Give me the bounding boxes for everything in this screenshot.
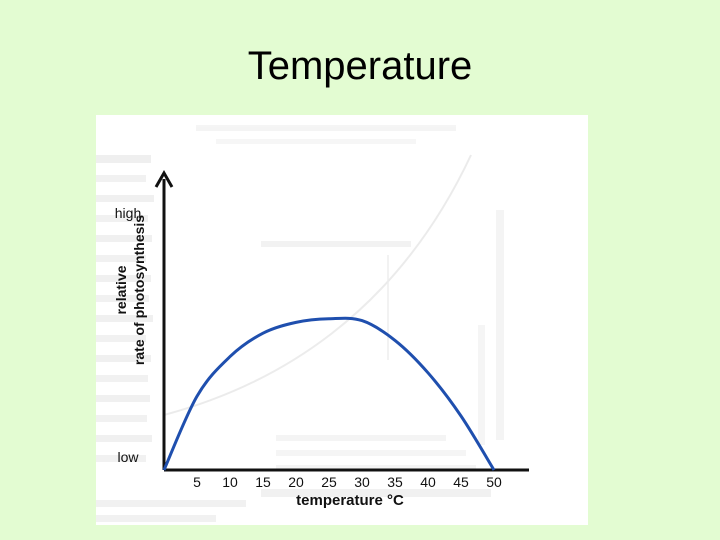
y-tick-high: high [115,205,141,221]
x-tick-label: 50 [486,474,502,490]
chart-figure: 5 10 15 20 25 30 35 40 45 50 high low relative ra… [96,115,588,525]
y-tick-low: low [117,449,139,465]
y-axis-label-line1: relative [113,265,129,314]
x-tick-labels: 5 10 15 20 25 30 35 40 45 50 [193,474,502,490]
x-axis-label: temperature °C [296,492,404,509]
x-tick-label: 25 [321,474,337,490]
x-tick-label: 10 [222,474,238,490]
y-axis-arrowhead [154,169,174,188]
x-tick-label: 5 [193,474,201,490]
chart-svg: 5 10 15 20 25 30 35 40 45 50 high low relative ra… [96,125,529,522]
x-tick-label: 20 [288,474,304,490]
page-bleed-through [96,125,504,522]
slide-title: Temperature [247,44,473,88]
x-tick-label: 15 [255,474,271,490]
x-tick-label: 40 [420,474,436,490]
x-tick-label: 30 [354,474,370,490]
y-axis-label-line2: rate of photosynthesis [131,215,147,365]
chart-series [162,316,496,471]
photosynthesis-rate-curve [162,316,496,471]
chart-axes [154,169,529,472]
x-tick-label: 35 [387,474,403,490]
x-tick-label: 45 [453,474,469,490]
